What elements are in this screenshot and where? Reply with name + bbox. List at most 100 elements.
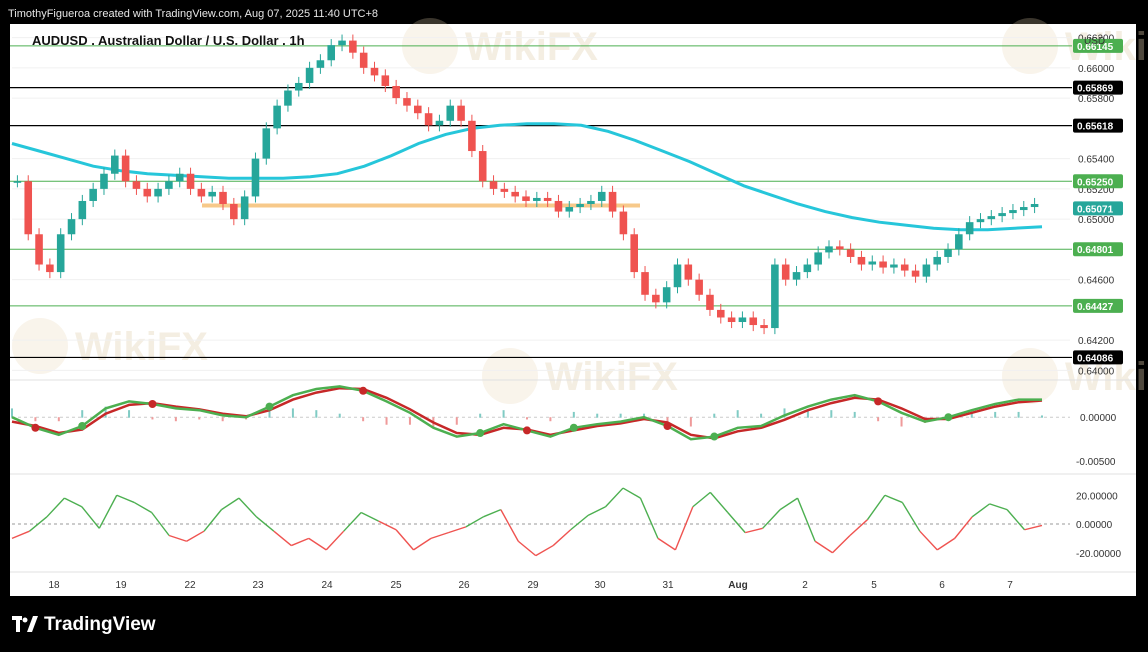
candles-layer[interactable] bbox=[13, 34, 1039, 335]
oscillator-1-panel[interactable]: 0.00000 -0.00500 bbox=[10, 379, 1136, 468]
candle bbox=[922, 258, 931, 283]
candle-body bbox=[662, 287, 671, 303]
tradingview-logo[interactable]: TradingView bbox=[12, 612, 156, 638]
oscillator-1-histogram-bar bbox=[11, 408, 13, 418]
candle-body bbox=[359, 52, 368, 68]
oscillator-1-cross-dot bbox=[148, 400, 157, 408]
candle-body bbox=[111, 155, 119, 174]
candle-body bbox=[13, 181, 22, 183]
oscillator-1-histogram-bar bbox=[526, 417, 528, 420]
key-level-label-text: 0.65869 bbox=[1077, 84, 1114, 95]
time-tick-label: 6 bbox=[939, 580, 945, 591]
key-level-label-box bbox=[1073, 80, 1123, 95]
oscillator-2-segment bbox=[605, 487, 624, 508]
candle bbox=[511, 185, 519, 203]
candle bbox=[1009, 204, 1017, 220]
candle-body bbox=[673, 264, 682, 288]
candle-body bbox=[78, 200, 87, 220]
candle bbox=[597, 185, 606, 208]
oscillator-2-segment bbox=[360, 511, 379, 522]
candle-body bbox=[1030, 204, 1039, 208]
candle-body bbox=[240, 196, 249, 220]
time-tick-label: 23 bbox=[252, 580, 264, 591]
key-level-label-text: 0.65618 bbox=[1077, 122, 1114, 133]
oscillator-1-histogram-bar bbox=[81, 410, 84, 418]
candle-body bbox=[825, 246, 833, 253]
candle bbox=[175, 167, 184, 188]
oscillator-2-segment bbox=[639, 497, 659, 539]
candle bbox=[662, 281, 671, 309]
candle-body bbox=[522, 196, 530, 201]
oscillator-2-segment bbox=[325, 530, 345, 551]
price-gridlines bbox=[12, 37, 1070, 371]
oscillator-1-histogram-bar bbox=[455, 417, 458, 425]
key-level-label-box bbox=[1073, 174, 1123, 189]
watermark-text: WikiFX bbox=[75, 325, 208, 369]
moving-average-line bbox=[11, 122, 1043, 232]
candle bbox=[500, 182, 509, 198]
candle bbox=[132, 175, 141, 195]
oscillator-2-segment bbox=[203, 509, 223, 532]
watermark: WikiFX bbox=[482, 348, 678, 404]
key-level-label: 0.65250 bbox=[1073, 174, 1123, 189]
key-level-label-box bbox=[1073, 201, 1123, 216]
oscillator-2-panel[interactable]: 20.00000 0.00000 -20.00000 bbox=[10, 473, 1136, 560]
oscillator-2-segment bbox=[500, 509, 519, 542]
oscillator-2-segment bbox=[936, 537, 956, 551]
oscillator-1-histogram-bar bbox=[806, 410, 809, 418]
candle-body bbox=[284, 90, 292, 106]
candle-body bbox=[489, 181, 498, 189]
key-level-label-text: 0.64801 bbox=[1077, 245, 1114, 256]
oscillator-2-segment bbox=[483, 508, 502, 518]
candle-body bbox=[219, 191, 227, 204]
candle-body bbox=[857, 256, 866, 265]
candle bbox=[771, 258, 779, 335]
candle-body bbox=[781, 264, 790, 280]
candle-body bbox=[381, 75, 390, 86]
candle-body bbox=[706, 294, 714, 310]
candle-body bbox=[338, 40, 346, 46]
candle bbox=[522, 190, 530, 208]
candle bbox=[641, 266, 649, 301]
candle bbox=[868, 255, 877, 271]
oscillator-2-segment bbox=[517, 540, 537, 557]
oscillator-2-segment bbox=[238, 497, 257, 518]
candle-body bbox=[392, 85, 400, 99]
candle-body bbox=[814, 252, 822, 265]
time-axis[interactable]: 18 19 22 23 24 25 26 29 30 31 Aug 2 5 6 7 bbox=[10, 571, 1136, 591]
oscillator-2-segment bbox=[587, 506, 606, 517]
oscillator-1-histogram-bar bbox=[643, 413, 646, 418]
oscillator-1-histogram-bar bbox=[502, 410, 505, 418]
candle-body bbox=[511, 191, 519, 197]
candle bbox=[294, 76, 303, 97]
candle bbox=[803, 258, 812, 279]
candle-body bbox=[478, 151, 487, 182]
oscillator-2-segment bbox=[832, 535, 851, 554]
candle-body bbox=[1019, 207, 1028, 211]
key-level-label-text: 0.65071 bbox=[1077, 204, 1114, 215]
candle-body bbox=[803, 264, 812, 273]
key-level-label: 0.65071 bbox=[1073, 201, 1123, 216]
candle bbox=[673, 258, 682, 294]
candle-body bbox=[760, 325, 768, 329]
candle-body bbox=[251, 158, 260, 197]
oscillator-1-histogram-bar bbox=[34, 417, 37, 422]
candle bbox=[316, 54, 325, 74]
oscillator-2-segment bbox=[413, 537, 432, 551]
oscillator-2-segment bbox=[692, 491, 711, 508]
candle bbox=[965, 216, 974, 241]
time-tick-label: Aug bbox=[728, 580, 747, 591]
candle-body bbox=[67, 219, 76, 235]
candle-body bbox=[132, 181, 141, 189]
time-tick-label: 25 bbox=[390, 580, 402, 591]
candle-body bbox=[208, 191, 216, 197]
oscillator-2-segment bbox=[866, 494, 886, 521]
price-tick-label: 0.65200 bbox=[1078, 185, 1115, 196]
key-level-label-text: 0.64086 bbox=[1077, 353, 1114, 364]
key-level-label: 0.64427 bbox=[1073, 298, 1123, 313]
oscillator-2-segment bbox=[186, 530, 205, 542]
oscillator-2-segment bbox=[535, 544, 554, 557]
oscillator-2-segment bbox=[709, 491, 729, 513]
oscillator-2-tick-label: 0.00000 bbox=[1076, 520, 1113, 531]
